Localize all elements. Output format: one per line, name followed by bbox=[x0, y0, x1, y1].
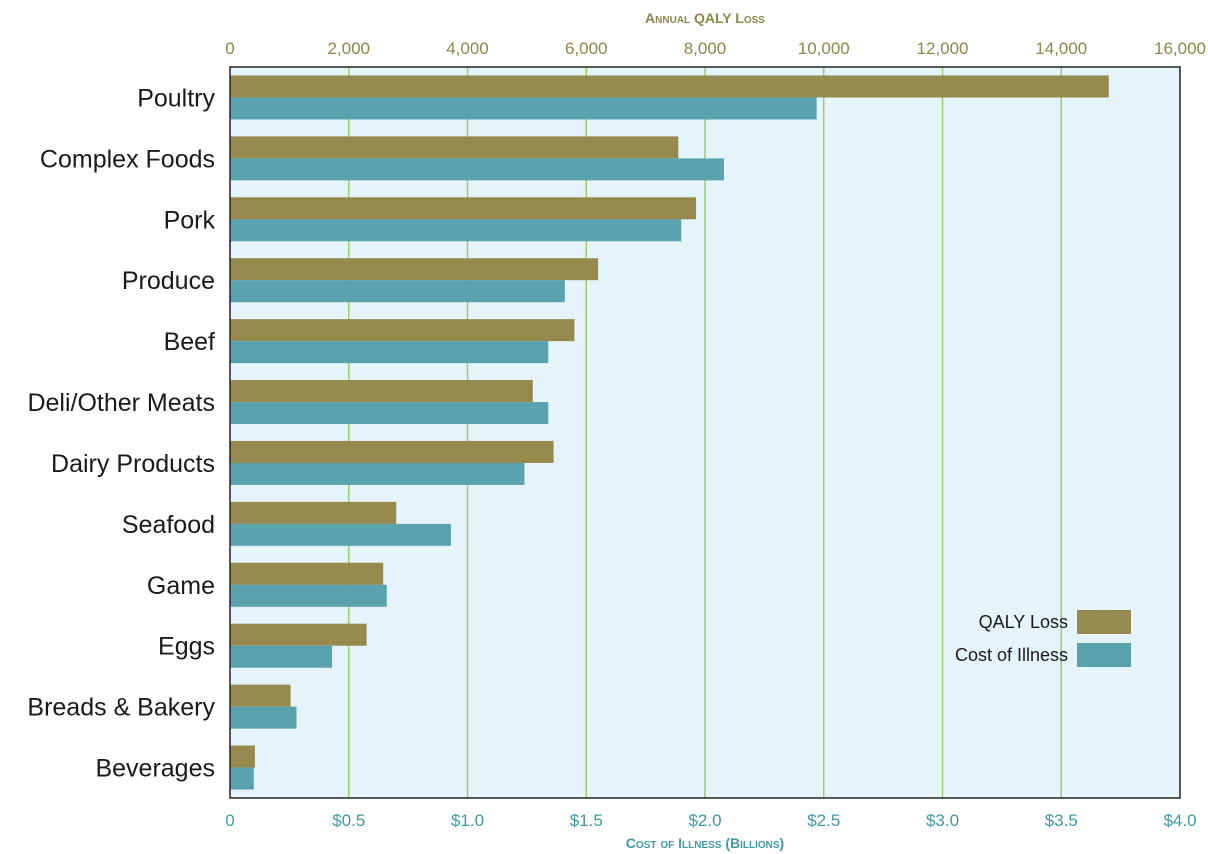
cost-bar bbox=[230, 402, 549, 425]
top-tick-label: 10,000 bbox=[798, 39, 850, 58]
legend-swatch bbox=[1077, 643, 1131, 667]
cost-bar bbox=[230, 523, 451, 546]
cost-bar bbox=[230, 645, 333, 668]
bottom-tick-label: $0.5 bbox=[332, 811, 365, 830]
cost-bar bbox=[230, 280, 565, 303]
top-axis-title: Annual QALY Loss bbox=[645, 10, 765, 26]
cost-bar bbox=[230, 97, 817, 120]
cost-bar bbox=[230, 158, 724, 181]
bottom-tick-label: $2.5 bbox=[807, 811, 840, 830]
cost-bar bbox=[230, 341, 549, 364]
category-label: Complex Foods bbox=[40, 145, 215, 173]
qaly-bar bbox=[230, 684, 291, 707]
top-tick-label: 8,000 bbox=[684, 39, 727, 58]
bottom-tick-label: $2.0 bbox=[688, 811, 721, 830]
legend-swatch bbox=[1077, 610, 1131, 634]
bottom-tick-label: $3.0 bbox=[926, 811, 959, 830]
bottom-tick-label: $3.5 bbox=[1045, 811, 1078, 830]
category-label: Beef bbox=[164, 328, 215, 356]
category-label: Poultry bbox=[137, 84, 215, 112]
qaly-bar bbox=[230, 562, 384, 585]
qaly-bar bbox=[230, 380, 533, 403]
legend-label: QALY Loss bbox=[979, 612, 1068, 632]
legend-label: Cost of Illness bbox=[955, 645, 1068, 665]
category-label: Produce bbox=[122, 267, 215, 295]
qaly-bar bbox=[230, 136, 679, 159]
bottom-tick-label: $4.0 bbox=[1163, 811, 1196, 830]
plot-frame bbox=[229, 66, 1181, 799]
bottom-tick-label: $1.5 bbox=[570, 811, 603, 830]
qaly-bar bbox=[230, 501, 397, 524]
category-label: Dairy Products bbox=[51, 450, 215, 478]
qaly-bar bbox=[230, 745, 255, 768]
top-tick-label: 0 bbox=[225, 39, 234, 58]
top-tick-label: 2,000 bbox=[327, 39, 370, 58]
cost-bar bbox=[230, 219, 682, 242]
qaly-bar bbox=[230, 440, 554, 463]
top-tick-label: 16,000 bbox=[1154, 39, 1206, 58]
qaly-bar bbox=[230, 75, 1109, 98]
category-label: Eggs bbox=[158, 633, 215, 661]
category-label: Deli/Other Meats bbox=[27, 389, 215, 417]
category-label: Pork bbox=[164, 206, 216, 234]
bottom-tick-label: $1.0 bbox=[451, 811, 484, 830]
qaly-bar bbox=[230, 319, 575, 342]
category-label: Breads & Bakery bbox=[27, 694, 215, 722]
qaly-bar bbox=[230, 623, 367, 646]
top-tick-label: 12,000 bbox=[917, 39, 969, 58]
category-label: Seafood bbox=[122, 511, 215, 539]
top-tick-label: 4,000 bbox=[446, 39, 489, 58]
top-tick-label: 14,000 bbox=[1035, 39, 1087, 58]
cost-bar bbox=[230, 462, 525, 485]
bottom-axis-title: Cost of Illness (Billions) bbox=[626, 835, 784, 851]
cost-bar bbox=[230, 767, 254, 790]
bottom-tick-label: 0 bbox=[225, 811, 234, 830]
qaly-bar bbox=[230, 258, 599, 281]
category-label: Beverages bbox=[95, 755, 215, 783]
category-label: Game bbox=[147, 572, 215, 600]
cost-bar bbox=[230, 706, 297, 729]
top-tick-label: 6,000 bbox=[565, 39, 608, 58]
qaly-bar bbox=[230, 197, 697, 220]
cost-bar bbox=[230, 584, 387, 607]
